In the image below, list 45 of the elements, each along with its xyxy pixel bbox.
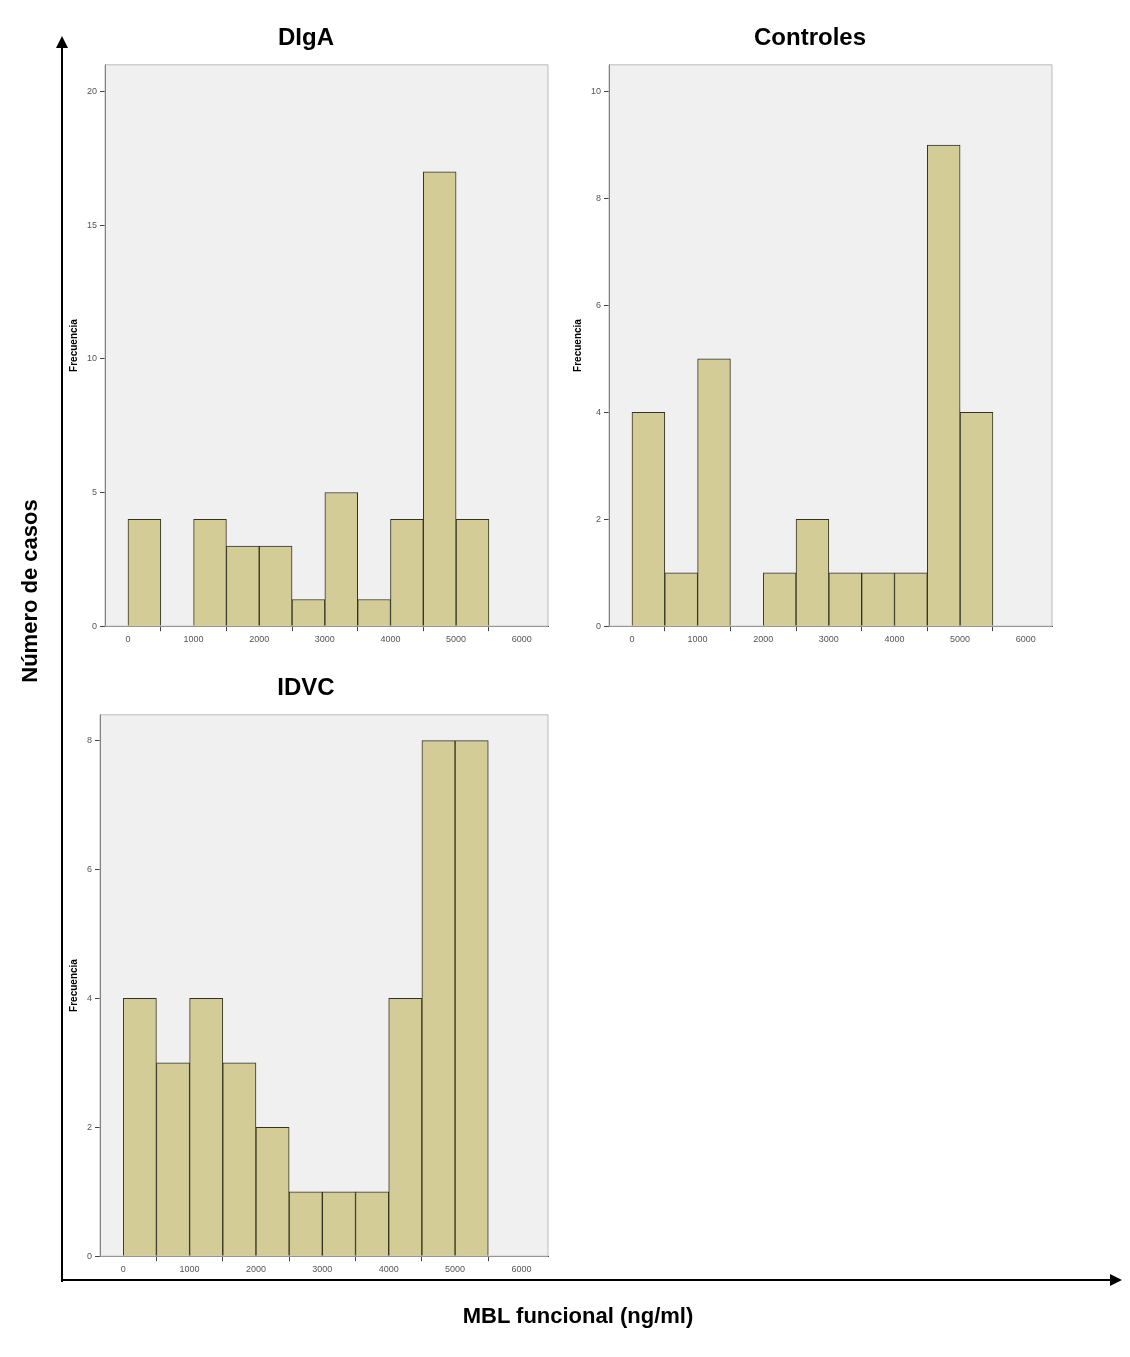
y-axis-title: Frecuencia [67,318,79,372]
x-tick-label: 2000 [249,634,270,645]
x-tick-label: 6000 [511,634,532,645]
x-tick-label: 1000 [179,1264,200,1275]
y-tick-label: 8 [596,192,602,203]
y-tick-label: 4 [86,992,93,1003]
x-tick-label: 5000 [445,1264,466,1275]
x-tick-label: 3000 [312,1264,333,1275]
x-tick-label: 2000 [245,1264,266,1275]
y-tick-label: 0 [92,620,98,631]
x-tick-label: 6000 [1015,634,1036,645]
y-tick-label: 4 [596,406,602,417]
y-tick-label: 6 [86,863,93,874]
y-tick-label: 2 [86,1121,93,1132]
chart-title: Controles [753,23,867,51]
y-tick-label: 20 [87,86,98,97]
x-tick-label: 4000 [378,1264,399,1275]
x-tick-label: 5000 [446,634,467,645]
chart-title: IDVC [277,673,335,701]
y-tick-label: 10 [591,86,602,97]
y-tick-label: 8 [86,735,93,746]
x-tick-label: 3000 [818,634,839,645]
text: MBL funcional (ng/ml) [461,1303,695,1329]
x-tick-label: 6000 [511,1264,532,1275]
x-tick-label: 0 [120,1264,126,1275]
y-tick-label: 15 [87,219,98,230]
y-tick-label: 0 [86,1250,93,1261]
text: Número de casos [17,498,43,685]
y-tick-label: 6 [596,299,602,310]
y-tick-label: 5 [92,487,98,498]
y-axis-title: Frecuencia [571,318,583,372]
x-tick-label: 4000 [884,634,905,645]
x-tick-label: 2000 [753,634,774,645]
x-tick-label: 0 [629,634,635,645]
chart-title: DIgA [278,23,334,51]
y-tick-label: 0 [596,620,602,631]
x-tick-label: 4000 [380,634,401,645]
x-tick-label: 5000 [950,634,971,645]
x-tick-label: 3000 [314,634,335,645]
y-tick-label: 2 [596,513,602,524]
y-axis-title: Frecuencia [67,958,79,1012]
y-tick-label: 10 [87,353,98,364]
x-tick-label: 1000 [183,634,204,645]
x-tick-label: 0 [125,634,131,645]
x-tick-label: 1000 [687,634,708,645]
